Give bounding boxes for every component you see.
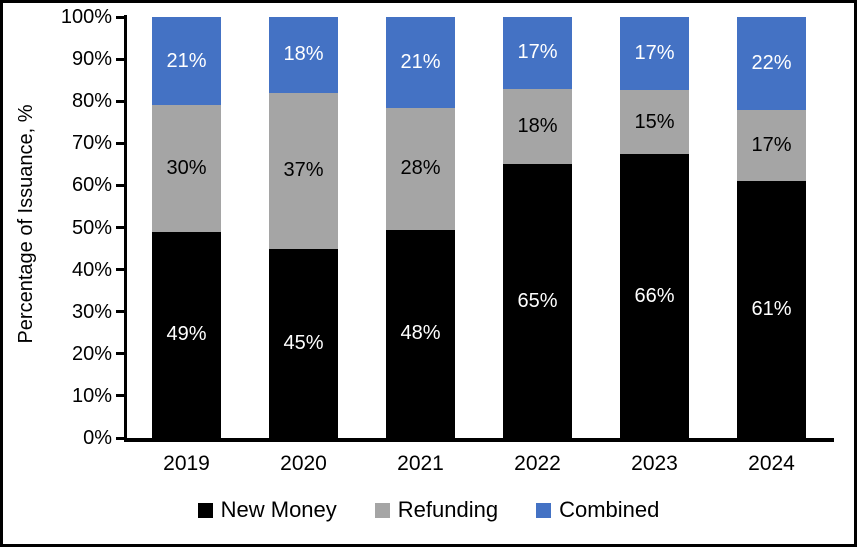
y-tick-label: 30% <box>71 300 112 323</box>
segment-refunding: 17% <box>737 109 806 182</box>
segment-label: 18% <box>517 114 558 137</box>
y-tick-label: 90% <box>71 48 112 71</box>
segment-new-money: 48% <box>386 229 455 438</box>
segment-label: 66% <box>634 284 675 307</box>
bar-column-2020: 18% 37% 45% <box>245 17 362 438</box>
segment-new-money: 61% <box>737 181 806 438</box>
y-tick-label: 20% <box>71 342 112 365</box>
y-tick-mark <box>116 226 124 229</box>
y-tick-mark <box>116 15 124 19</box>
legend-swatch-refunding <box>374 502 390 518</box>
bar-column-2021: 21% 28% 48% <box>362 17 479 438</box>
x-label-2019: 2019 <box>163 452 210 475</box>
segment-combined: 17% <box>503 17 572 89</box>
segment-label: 22% <box>751 51 792 74</box>
segment-label: 21% <box>166 49 207 72</box>
y-tick-label: 10% <box>71 384 112 407</box>
legend-item-new-money: New Money <box>197 497 337 523</box>
bar-column-2024: 22% 17% 61% <box>713 17 830 438</box>
segment-label: 17% <box>634 42 675 64</box>
segment-refunding: 18% <box>503 88 572 165</box>
bar-2020: 18% 37% 45% <box>269 17 338 438</box>
segment-new-money: 65% <box>503 164 572 438</box>
bar-2022: 17% 18% 65% <box>503 17 572 438</box>
segment-refunding: 37% <box>269 92 338 249</box>
segment-label: 30% <box>166 157 207 180</box>
y-tick-label: 100% <box>60 6 112 28</box>
y-tick-mark <box>116 57 124 61</box>
x-label-2022: 2022 <box>514 452 561 475</box>
segment-new-money: 66% <box>620 154 689 438</box>
segment-label: 49% <box>166 323 207 346</box>
segment-label: 21% <box>400 51 441 74</box>
legend-label: New Money <box>220 497 337 522</box>
segment-combined: 21% <box>386 17 455 109</box>
y-tick-label: 60% <box>71 174 112 197</box>
legend-item-combined: Combined <box>536 497 659 523</box>
y-tick-label: 40% <box>71 258 112 281</box>
bar-column-2023: 17% 15% 66% <box>596 17 713 438</box>
legend-item-refunding: Refunding <box>374 497 499 523</box>
y-tick-mark <box>116 436 124 440</box>
x-axis-labels: 2019 2020 2021 2022 2023 2024 <box>128 452 830 476</box>
segment-combined: 17% <box>620 17 689 91</box>
segment-label: 17% <box>751 133 792 156</box>
segment-new-money: 45% <box>269 248 338 438</box>
segment-combined: 21% <box>152 17 221 106</box>
legend-label: Combined <box>559 497 660 522</box>
segment-label: 18% <box>283 43 324 66</box>
segment-label: 48% <box>400 322 441 345</box>
segment-new-money: 49% <box>152 231 221 438</box>
plot-area: 21% 30% 49% 18% 37% 45% 21% 28% 48% 17% 18% 65% 17% 1… <box>128 17 830 438</box>
segment-refunding: 28% <box>386 108 455 230</box>
segment-label: 17% <box>517 41 558 64</box>
bar-column-2019: 21% 30% 49% <box>128 17 245 438</box>
y-axis-line <box>124 15 127 442</box>
y-tick-mark <box>116 141 124 145</box>
y-tick-mark <box>116 99 124 103</box>
segment-label: 15% <box>634 110 675 133</box>
x-label-2024: 2024 <box>748 452 795 475</box>
bar-2021: 21% 28% 48% <box>386 17 455 438</box>
segment-label: 45% <box>283 331 324 354</box>
segment-label: 37% <box>283 159 324 182</box>
y-tick-mark <box>116 268 124 272</box>
legend-label: Refunding <box>397 497 499 522</box>
x-label-2021: 2021 <box>397 452 444 475</box>
y-tick-mark <box>116 352 124 356</box>
bar-2023: 17% 15% 66% <box>620 17 689 438</box>
segment-label: 65% <box>517 289 558 312</box>
y-tick-label: 50% <box>71 216 112 239</box>
x-label-2020: 2020 <box>280 452 327 475</box>
x-label-2023: 2023 <box>631 452 678 475</box>
y-tick-mark <box>116 310 124 314</box>
bar-2019: 21% 30% 49% <box>152 17 221 438</box>
bar-2024: 22% 17% 61% <box>737 17 806 438</box>
x-axis-line <box>124 438 834 442</box>
segment-combined: 18% <box>269 17 338 93</box>
segment-label: 61% <box>751 298 792 321</box>
segment-label: 28% <box>400 157 441 180</box>
y-tick-label: 70% <box>71 132 112 155</box>
y-tick-label: 0% <box>83 427 112 449</box>
bar-column-2022: 17% 18% 65% <box>479 17 596 438</box>
legend-swatch-combined <box>536 502 552 518</box>
legend-swatch-new-money <box>197 502 213 518</box>
legend: New Money Refunding Combined <box>3 495 854 525</box>
y-tick-label: 80% <box>71 90 112 113</box>
segment-refunding: 30% <box>152 105 221 232</box>
segment-combined: 22% <box>737 17 806 110</box>
segment-refunding: 15% <box>620 90 689 155</box>
y-tick-mark <box>116 394 124 398</box>
y-tick-mark <box>116 183 124 187</box>
